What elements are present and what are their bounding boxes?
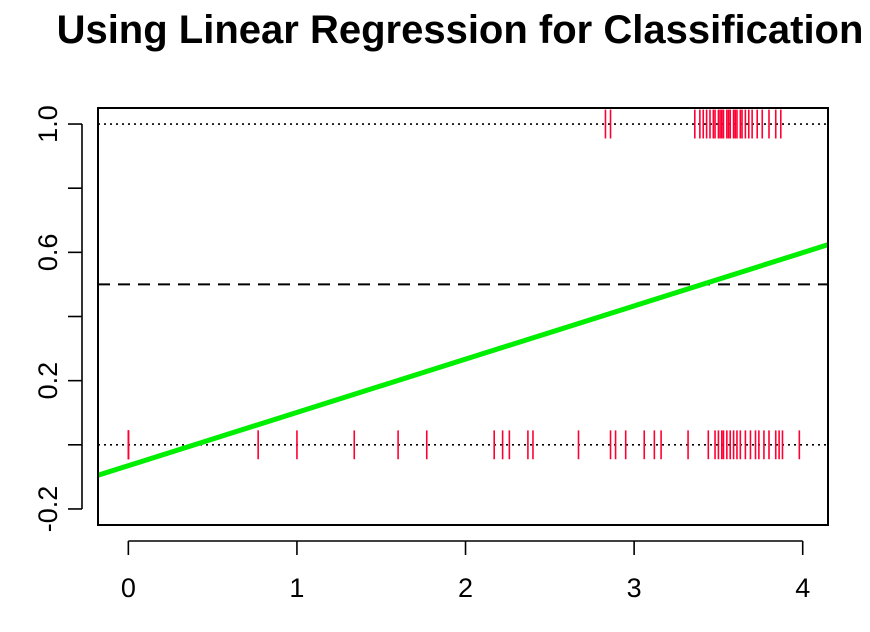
y-tick-label-6: 1.0	[33, 105, 63, 143]
y-tick-label-4: 0.6	[33, 234, 63, 272]
regression-line-group	[98, 242, 828, 478]
reference-lines	[98, 123, 828, 446]
y-tick-label-2: 0.2	[33, 362, 63, 400]
regression-line	[98, 242, 828, 478]
x-tick-label-1: 1	[289, 573, 304, 603]
rug-marks	[127, 109, 801, 460]
plot-frame	[97, 107, 829, 526]
y-axis: -0.2 0.2 0.6 1.0	[33, 105, 83, 533]
x-tick-label-2: 2	[458, 573, 473, 603]
x-tick-label-0: 0	[121, 573, 136, 603]
x-tick-label-4: 4	[795, 573, 810, 603]
x-tick-label-3: 3	[627, 573, 642, 603]
chart-title: Using Linear Regression for Classificati…	[57, 8, 864, 52]
x-axis: 0 1 2 3 4	[121, 540, 810, 603]
y-tick-label-0: -0.2	[33, 486, 63, 533]
